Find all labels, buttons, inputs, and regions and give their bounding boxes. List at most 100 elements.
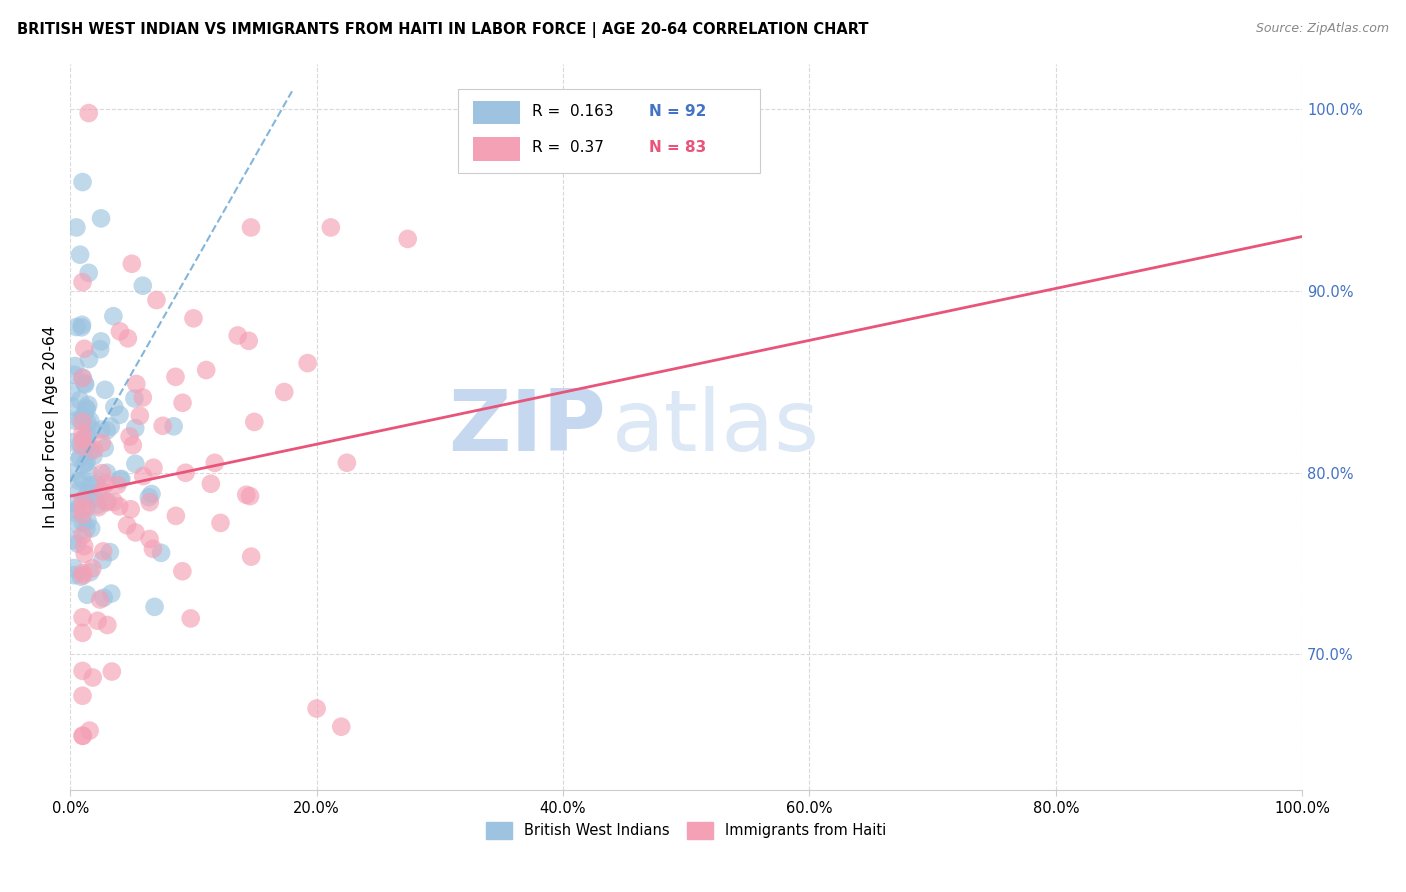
Point [124,457,146,471]
Point [79,565,101,579]
Point [139,495,162,509]
Point [63,561,86,575]
Point [98,545,121,559]
Point [145,293,167,307]
Point [90,211,112,226]
Point [273,384,295,399]
Point [91,553,114,567]
Point [72,426,94,441]
Point [72,440,94,454]
Point [165,369,187,384]
Point [70,569,93,583]
Point [62,533,84,548]
Point [91,435,114,450]
Point [69,248,91,262]
Point [336,456,359,470]
Point [226,328,249,343]
Point [73,376,96,391]
Point [76,439,98,453]
Point [143,599,166,614]
Point [72,409,94,424]
Point [63,568,86,582]
Point [75,377,97,392]
Point [69,437,91,451]
Point [79,414,101,428]
Point [82,450,104,464]
Point [69,450,91,464]
Point [94,495,117,509]
Point [60,384,83,399]
Point [297,356,319,370]
Point [60,435,83,450]
Point [108,500,131,514]
Text: Source: ZipAtlas.com: Source: ZipAtlas.com [1256,22,1389,36]
Point [209,516,232,530]
Point [90,334,112,349]
Point [96,466,118,480]
Point [72,493,94,508]
Point [86,614,108,628]
Point [138,490,160,504]
Point [67,474,90,488]
Point [72,566,94,580]
Point [103,400,125,414]
Text: ZIP: ZIP [449,385,606,468]
Point [101,665,124,679]
Point [70,320,93,334]
Point [60,496,83,510]
Point [200,476,222,491]
Point [396,232,419,246]
Point [132,278,155,293]
Point [72,516,94,530]
Point [103,309,125,323]
Point [72,175,94,189]
Point [240,220,263,235]
Point [72,415,94,429]
Text: N = 92: N = 92 [650,103,707,119]
Point [66,536,89,550]
Text: BRITISH WEST INDIAN VS IMMIGRANTS FROM HAITI IN LABOR FORCE | AGE 20-64 CORRELAT: BRITISH WEST INDIAN VS IMMIGRANTS FROM H… [17,22,869,38]
Point [96,424,118,438]
Point [152,418,174,433]
Point [238,334,260,348]
Point [108,408,131,422]
Point [76,455,98,469]
FancyBboxPatch shape [472,137,520,161]
Point [118,429,141,443]
Point [76,500,98,515]
Point [89,343,111,357]
Point [100,419,122,434]
Point [94,476,117,491]
Point [120,502,142,516]
Legend: British West Indians, Immigrants from Haiti: British West Indians, Immigrants from Ha… [481,816,893,845]
Point [93,441,115,455]
Point [94,383,117,397]
Point [172,564,194,578]
Point [124,525,146,540]
Point [60,400,83,414]
Point [77,352,100,367]
Point [86,498,108,512]
Point [77,398,100,412]
Point [305,701,328,715]
Point [72,473,94,487]
Point [124,392,146,406]
Point [174,466,197,480]
Point [65,220,87,235]
Point [239,489,262,503]
Point [72,729,94,743]
Point [65,320,87,334]
Y-axis label: In Labor Force | Age 20-64: In Labor Force | Age 20-64 [44,326,59,528]
Point [89,481,111,495]
Point [76,415,98,429]
Point [142,541,165,556]
Point [83,491,105,506]
Point [84,477,107,491]
Point [80,521,103,535]
Point [77,466,100,480]
Point [66,502,89,516]
Text: R =  0.163: R = 0.163 [533,103,614,119]
Point [319,220,342,235]
Point [72,371,94,385]
Point [117,331,139,345]
